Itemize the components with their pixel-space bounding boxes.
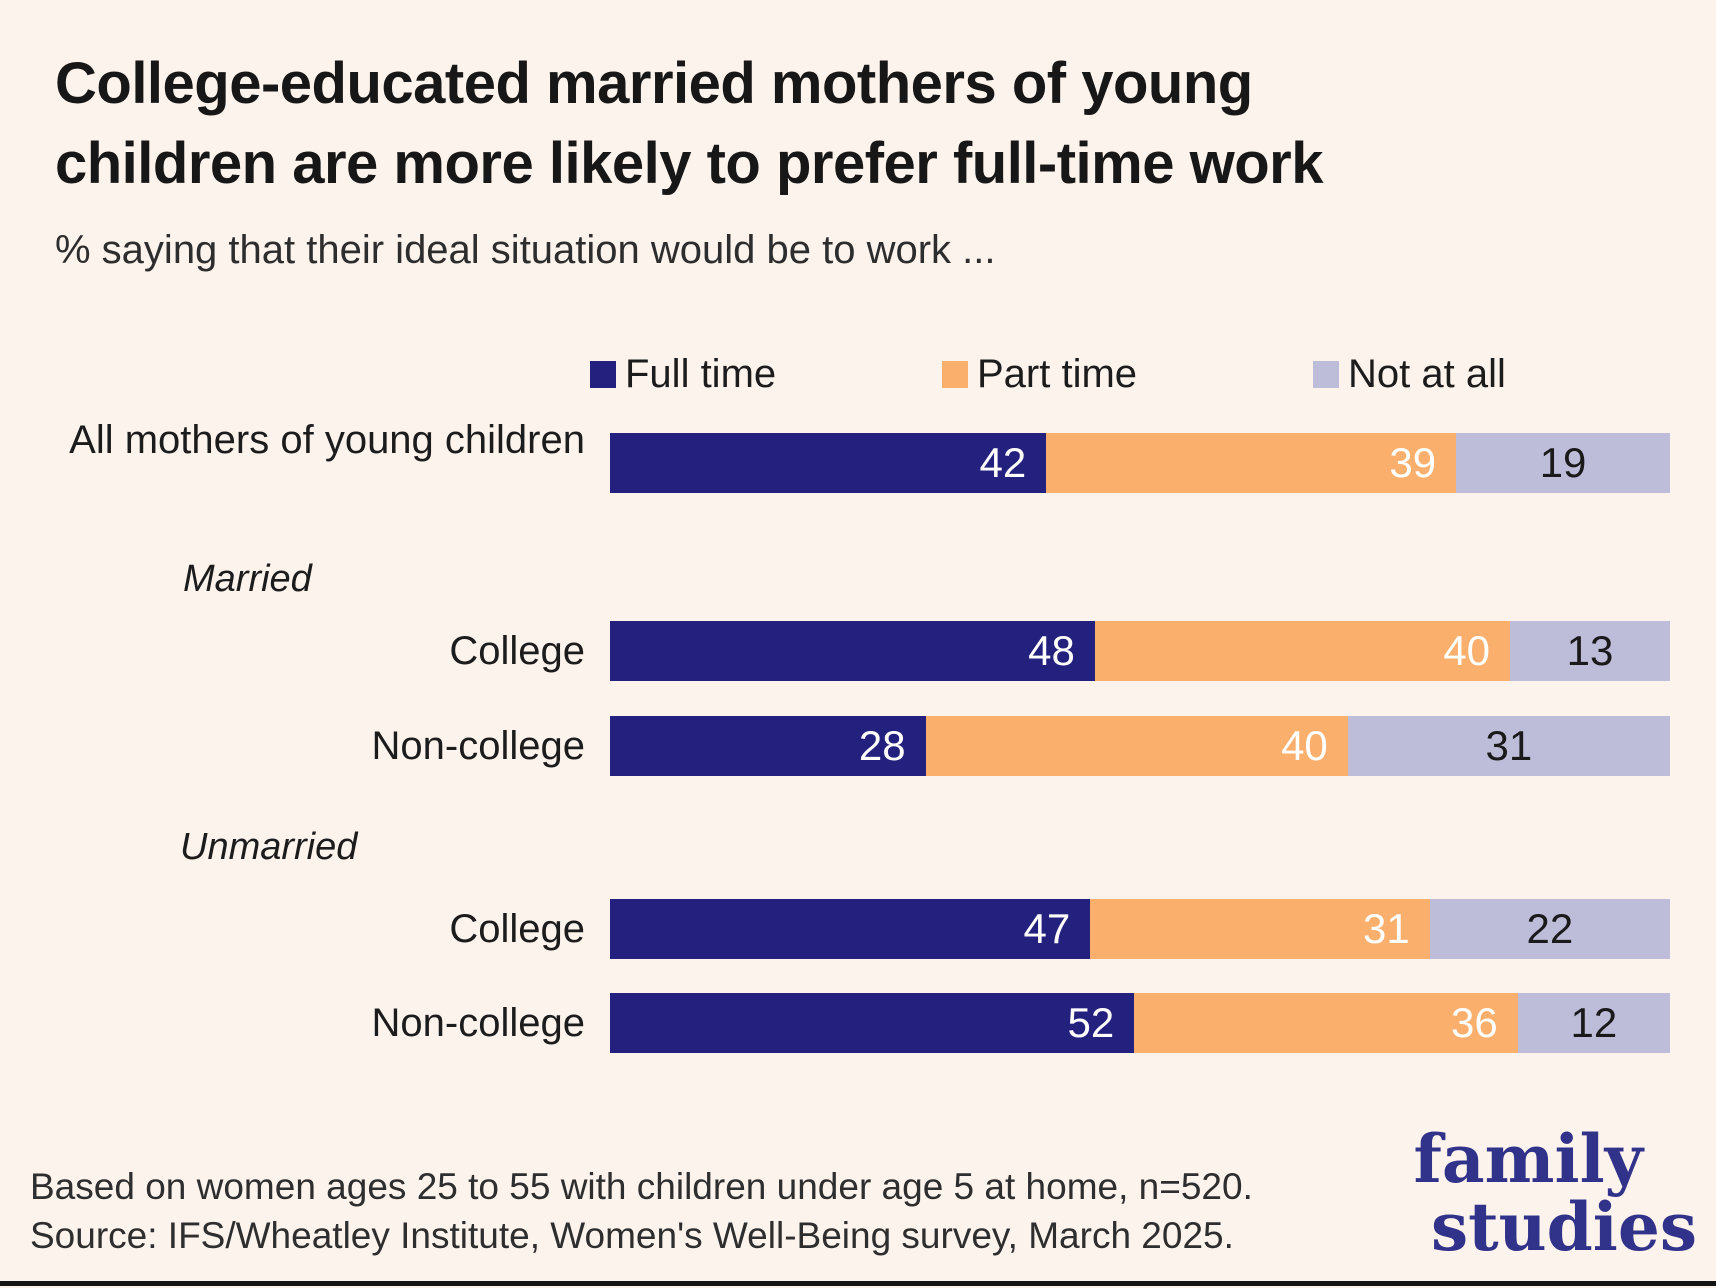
bar-row-unmarried-non-college: 52 36 12: [610, 993, 1670, 1053]
value-label: 36: [1450, 999, 1498, 1046]
legend-label-full-time: Full time: [625, 351, 777, 396]
value-label: 47: [1023, 905, 1071, 952]
value-label: 40: [1281, 722, 1328, 769]
bar-segment-full-time: 28: [610, 716, 926, 776]
chart-subtitle: % saying that their ideal situation woul…: [55, 228, 996, 272]
value-label: 28: [858, 722, 906, 769]
chart-title-line1: College-educated married mothers of youn…: [55, 51, 1253, 116]
row-label-all-mothers: All mothers of young children: [69, 418, 585, 462]
bar-row-married-non-college: 28 40 31: [610, 716, 1670, 776]
bar-segment-part-time: 31: [1090, 899, 1430, 959]
legend-label-not-at-all: Not at all: [1348, 351, 1506, 396]
bar-segment-not-at-all: 31: [1347, 716, 1670, 776]
value-label: 39: [1389, 439, 1437, 486]
chart-title-line2: children are more likely to prefer full-…: [55, 131, 1323, 196]
value-label: 48: [1028, 627, 1075, 674]
bar-segment-full-time: 47: [610, 899, 1091, 959]
footnote-source: Source: IFS/Wheatley Institute, Women's …: [30, 1215, 1234, 1256]
row-label-married-non-college: Non-college: [371, 724, 585, 768]
bar-segment-part-time: 36: [1134, 993, 1518, 1053]
bar-segment-part-time: 40: [1094, 621, 1511, 681]
bottom-divider: [0, 1281, 1716, 1286]
value-label: 42: [979, 439, 1027, 486]
bar-segment-not-at-all: 13: [1510, 621, 1670, 681]
bar-segment-part-time: 40: [925, 716, 1348, 776]
value-label: 40: [1443, 627, 1491, 674]
value-label: 31: [1485, 722, 1533, 769]
value-label: 31: [1363, 905, 1410, 952]
row-label-married-college: College: [449, 629, 585, 673]
legend-label-part-time: Part time: [977, 351, 1138, 396]
value-label: 22: [1526, 905, 1574, 952]
bar-segment-not-at-all: 22: [1429, 899, 1670, 959]
value-label: 12: [1570, 999, 1618, 1046]
bar-row-unmarried-college: 47 31 22: [610, 899, 1670, 959]
logo-word-studies: studies: [1431, 1188, 1697, 1266]
bar-segment-part-time: 39: [1046, 433, 1457, 493]
bar-segment-full-time: 48: [610, 621, 1095, 681]
legend-item-not-at-all: Not at all: [1313, 350, 1506, 398]
bar-row-all-mothers: 42 39 19: [610, 433, 1670, 493]
bar-segment-full-time: 52: [610, 993, 1135, 1053]
group-label-unmarried: Unmarried: [180, 826, 358, 868]
group-label-married: Married: [183, 558, 312, 600]
value-label: 52: [1067, 999, 1115, 1046]
logo-word-family: family: [1413, 1120, 1644, 1198]
bar-segment-not-at-all: 19: [1456, 433, 1670, 493]
legend-item-part-time: Part time: [942, 350, 1137, 398]
row-label-unmarried-college: College: [449, 907, 585, 951]
value-label: 19: [1539, 439, 1587, 486]
legend-swatch-not-at-all-icon: [1313, 360, 1339, 388]
legend-swatch-full-time-icon: [590, 360, 616, 388]
value-label: 13: [1566, 627, 1614, 674]
row-label-unmarried-non-college: Non-college: [371, 1001, 585, 1045]
footnote-basis: Based on women ages 25 to 55 with childr…: [30, 1166, 1253, 1207]
bar-segment-full-time: 42: [610, 433, 1047, 493]
legend-swatch-part-time-icon: [942, 360, 968, 388]
legend-item-full-time: Full time: [590, 350, 776, 398]
bar-row-married-college: 48 40 13: [610, 621, 1670, 681]
bar-segment-not-at-all: 12: [1517, 993, 1670, 1053]
chart-title: College-educated married mothers of youn…: [55, 44, 1615, 204]
footnote: Based on women ages 25 to 55 with childr…: [30, 1162, 1310, 1260]
